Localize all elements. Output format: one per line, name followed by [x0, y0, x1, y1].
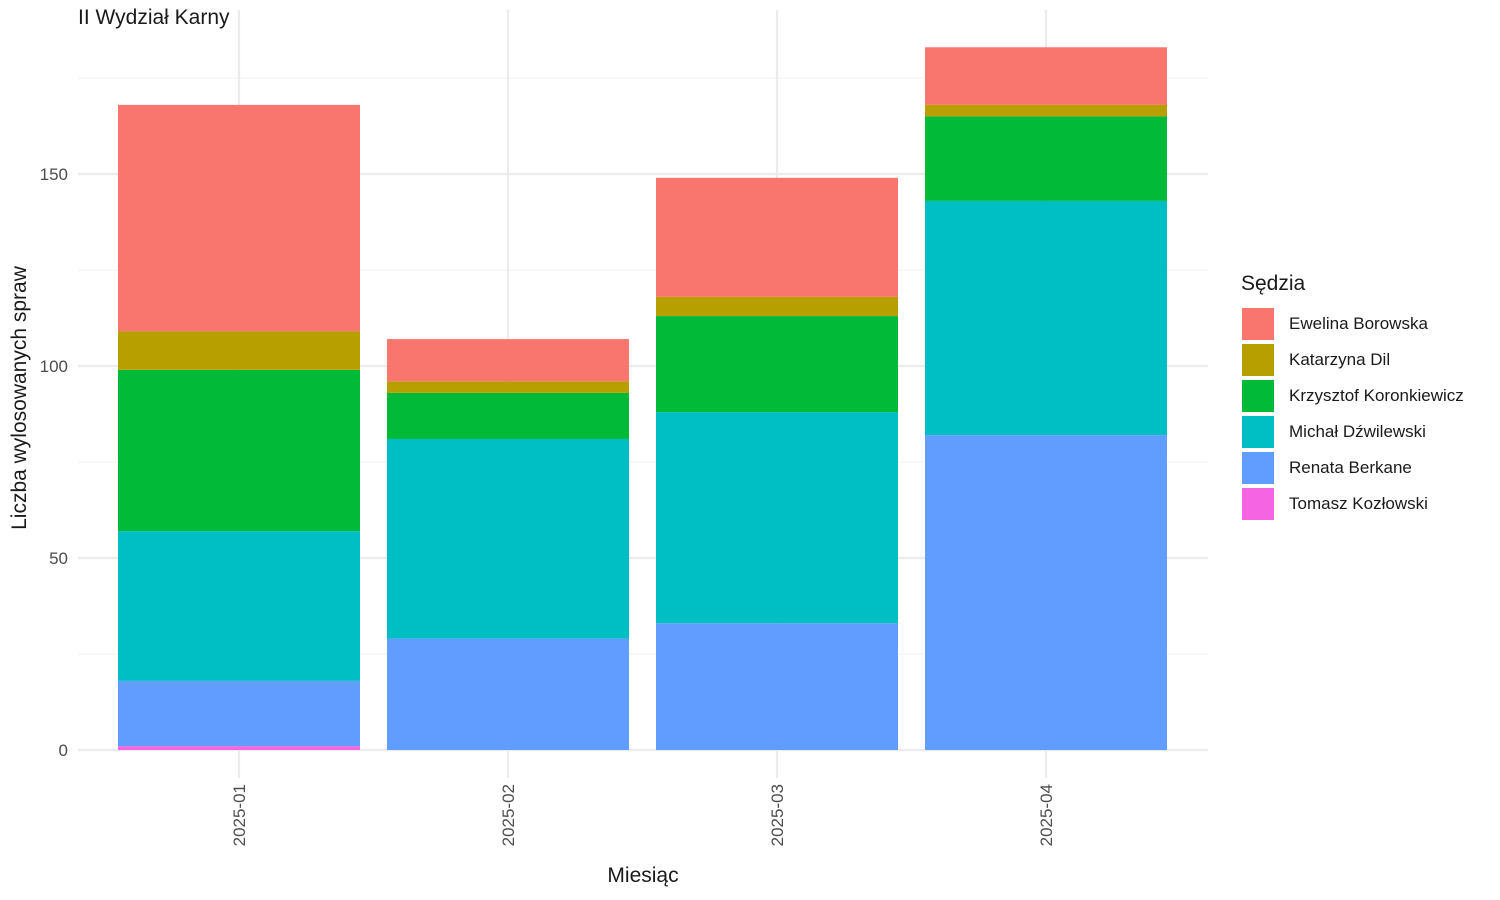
legend-label: Michał Dźwilewski [1289, 422, 1426, 441]
bar-segment [925, 104, 1167, 117]
x-tick-label: 2025-03 [768, 784, 787, 846]
legend-label: Katarzyna Dil [1289, 350, 1391, 369]
bar-segment [387, 339, 629, 382]
legend-key-swatch [1241, 307, 1275, 341]
bar-segment [387, 438, 629, 639]
chart-title: II Wydział Karny [78, 6, 230, 29]
bar-segment [656, 316, 898, 413]
y-tick-label: 100 [40, 357, 68, 376]
legend-key-swatch [1241, 451, 1275, 485]
legend-item: Krzysztof Koronkiewicz [1241, 378, 1464, 414]
bar-stacks [118, 47, 1167, 750]
bar-segment [656, 296, 898, 317]
bar-segment [387, 638, 629, 750]
bar-segment [118, 104, 360, 332]
bar-segment [387, 381, 629, 393]
legend-title: Sędzia [1241, 272, 1306, 295]
legend-item: Renata Berkane [1241, 450, 1464, 486]
legend-item: Tomasz Kozłowski [1241, 486, 1464, 522]
legend-key-swatch [1241, 487, 1275, 521]
bar-segment [656, 412, 898, 624]
legend-key-swatch [1241, 379, 1275, 413]
y-axis-label: Liczba wylosowanych spraw [8, 266, 31, 530]
legend-key-swatch [1241, 415, 1275, 449]
x-tick-label: 2025-01 [230, 784, 249, 846]
legend-label: Renata Berkane [1289, 458, 1412, 477]
bar-segment [925, 435, 1167, 750]
bar-segment [118, 680, 360, 747]
bar-segment [925, 47, 1167, 105]
legend-item: Michał Dźwilewski [1241, 414, 1464, 450]
bar-segment [925, 200, 1167, 436]
x-axis-ticks: 2025-01 2025-02 2025-03 2025-04 [230, 784, 1056, 846]
x-tick-label: 2025-02 [499, 784, 518, 846]
legend: Sędzia Ewelina Borowska Katarzyna Dil Krzy… [1241, 272, 1464, 522]
legend-label: Ewelina Borowska [1289, 314, 1428, 333]
x-axis-label: Miesiąc [607, 864, 679, 887]
legend-label: Tomasz Kozłowski [1289, 494, 1428, 513]
legend-label: Krzysztof Koronkiewicz [1289, 386, 1464, 405]
legend-key-swatch [1241, 343, 1275, 377]
bar-segment [118, 746, 360, 750]
legend-item: Ewelina Borowska [1241, 306, 1464, 342]
bar-segment [118, 331, 360, 370]
legend-items: Ewelina Borowska Katarzyna Dil Krzysztof K… [1241, 306, 1464, 522]
legend-item: Katarzyna Dil [1241, 342, 1464, 378]
y-axis-ticks: 0 50 100 150 [40, 165, 68, 760]
x-tick-label: 2025-04 [1037, 784, 1056, 846]
bar-segment [118, 531, 360, 681]
bar-segment [118, 369, 360, 532]
y-tick-label: 50 [49, 549, 68, 568]
y-tick-label: 150 [40, 165, 68, 184]
bar-segment [925, 116, 1167, 201]
y-tick-label: 0 [59, 741, 68, 760]
bar-segment [656, 177, 898, 297]
bar-segment [656, 623, 898, 750]
bar-segment [387, 392, 629, 439]
